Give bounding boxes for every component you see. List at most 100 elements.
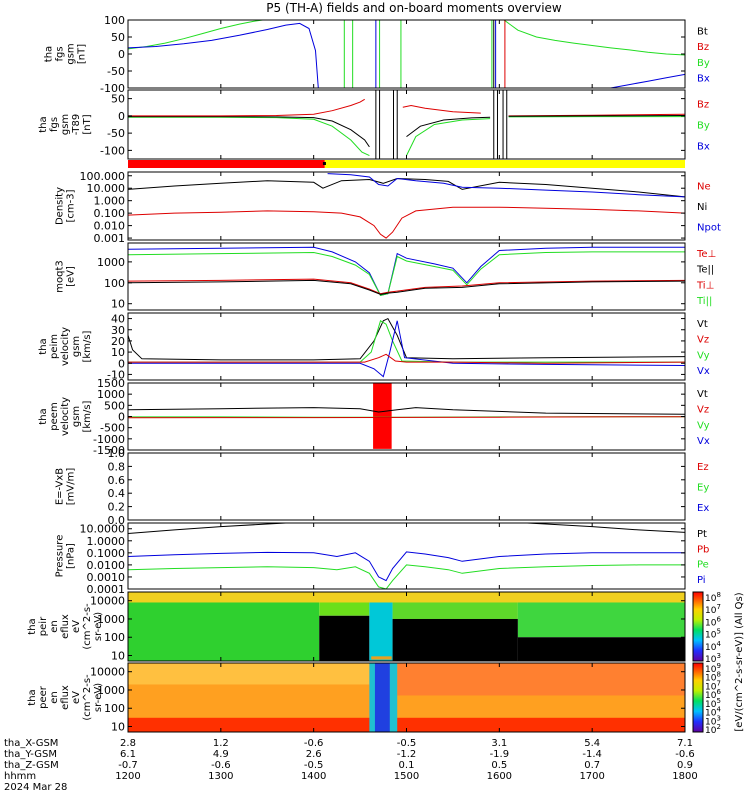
y-tick-label: 1000 (97, 684, 125, 697)
bottom-row-value: 0.7 (584, 760, 600, 771)
peir-eflux-ylabel: (cm^2-s- (82, 603, 93, 650)
peim-velocity-ylabel: [km/s] (82, 330, 93, 362)
density-series-2 (128, 206, 685, 239)
fgs-gsm-t89-series-3 (406, 118, 491, 156)
y-tick-label: 10 (111, 298, 125, 311)
temperature-series-0 (128, 246, 685, 296)
peir-eflux-cell-8 (128, 592, 685, 603)
fgs-gsm-t89-series-0 (128, 116, 370, 157)
fgs-gsm-t89-ylabel: fgs (49, 117, 60, 132)
y-tick-label: 0.0100 (87, 559, 126, 572)
peim-velocity-series-0 (128, 317, 685, 361)
bottom-row-value: 1800 (672, 771, 697, 782)
y-tick-label: 10.0000 (80, 523, 126, 536)
y-tick-label: 0.2 (108, 501, 126, 514)
y-tick-label: 1.0 (108, 447, 126, 460)
efield-ylabel: E=-VxB (55, 468, 66, 505)
fgs-gsm-t89-ylabel: [nT] (82, 114, 93, 134)
peim-velocity-plot-area (128, 317, 685, 378)
panel-peer-eflux: 10000 1000 100 10 tha peer en eflux eV (cm^2-s-sr… (27, 662, 686, 734)
peir-eflux-ylabel: sr-eV) (93, 612, 104, 641)
peir-eflux-ylabel: eV (71, 620, 82, 633)
panel-fgs-gsm: 100 50 0 -50 -100 tha fgs gsm [nT] Bt Bz By Bx (44, 14, 710, 95)
pressure-series-2 (128, 564, 685, 589)
peer-eflux-ylabel: tha (27, 689, 38, 705)
y-tick-label: 100.000 (80, 170, 126, 183)
peer-eflux-cell-3 (128, 717, 685, 732)
fgs-gsm-t89-ylabel: tha (38, 116, 49, 132)
density-frame (127, 171, 686, 241)
colorbar-peir-tick: 104 (705, 640, 721, 653)
figure-title: P5 (TH-A) fields and on-board moments ov… (266, 1, 562, 15)
y-tick-label: 100 (104, 631, 125, 644)
bottom-row-label: tha_Y-GSM (4, 749, 57, 760)
pressure-plot-area (128, 523, 685, 589)
legend-fgs-gsm-3: Bx (697, 74, 710, 85)
peer-eflux-plot-area (128, 663, 685, 732)
bottom-row-value: 1500 (394, 771, 419, 782)
bottom-row-value: -0.5 (304, 760, 324, 771)
colorbars: 1081071061051041031091081071061051041031… (692, 591, 745, 736)
temperature-frame (127, 242, 686, 311)
density-series-0 (128, 177, 685, 198)
y-tick-label: 0.001 (94, 232, 126, 245)
bottom-row-value: 3.1 (491, 738, 507, 749)
peir-eflux-ylabel: en (49, 620, 60, 633)
peim-velocity-ylabel: gsm (71, 336, 82, 357)
peem-velocity-ylabel: velocity (60, 397, 71, 436)
colorbar-peer (692, 662, 704, 733)
panel-efield: 1.00.80.60.40.20.0 E=-VxB [mV/m] Ez Ey Ex (55, 447, 710, 527)
y-tick-label: 0.0001 (87, 583, 126, 596)
peem-velocity-series-0 (128, 407, 685, 415)
y-tick-label: 1.000 (94, 195, 126, 208)
peim-velocity-series-2 (128, 320, 685, 378)
bottom-row-value: -0.5 (397, 738, 417, 749)
legend-peim-velocity-0: Vt (697, 319, 708, 330)
bottom-row-value: 1200 (115, 771, 140, 782)
y-tick-label: 40 (111, 313, 125, 326)
fgs-gsm-t89-frame (127, 89, 686, 160)
panel-fgs-gsm-t89: 50 0 -50 -100 tha fgs gsm -T89 [nT] Bz By Bx (38, 89, 710, 160)
legend-efield-0: Ez (697, 462, 709, 473)
temperature-ylabel: [eV] (66, 266, 77, 287)
y-tick-label: 10.000 (87, 182, 126, 195)
colorbar-peir-tick: 106 (705, 615, 721, 628)
peer-eflux-ylabel: (cm^2-s- (82, 674, 93, 721)
peir-eflux-cell-3 (369, 592, 393, 661)
efield-ylabel: [mV/m] (66, 468, 77, 506)
peim-velocity-ylabel: velocity (60, 327, 71, 366)
y-tick-label: 1000 (97, 613, 125, 626)
y-tick-label: 10000 (90, 595, 125, 608)
colorbar-peir-tick: 107 (705, 603, 721, 616)
y-tick-label: -100 (100, 82, 125, 95)
y-tick-label: 1500 (97, 377, 125, 390)
bottom-row-value: 1.2 (213, 738, 229, 749)
bottom-row-value: -1.2 (397, 749, 417, 760)
bottom-row-value: 1700 (579, 771, 604, 782)
y-tick-label: 0.100 (94, 207, 126, 220)
y-tick-label: 50 (111, 93, 125, 106)
fgs-gsm-t89-plot-area (128, 90, 685, 159)
peim-velocity-series-1 (128, 320, 685, 363)
peir-eflux-ylabel: peir (38, 616, 49, 636)
fgs-gsm-t89-series-8 (508, 115, 685, 117)
legend-peim-velocity-1: Vz (697, 335, 709, 346)
peim-velocity-series-3 (128, 353, 685, 364)
bottom-row-value: -1.9 (490, 749, 510, 760)
y-tick-label: 0 (118, 110, 125, 123)
legend-fgs-gsm-t89-0: Bz (697, 100, 709, 111)
y-tick-label: 500 (104, 399, 125, 412)
mode-bar-marker (322, 162, 326, 165)
peem-velocity-ylabel: tha (38, 408, 49, 424)
peim-velocity-ylabel: peim (49, 334, 60, 359)
pressure-ylabel: Pressure (55, 535, 66, 578)
y-tick-label: 0.6 (108, 474, 126, 487)
legend-fgs-gsm-2: By (697, 58, 710, 69)
y-tick-label: 10 (111, 346, 125, 359)
legend-efield-1: Ey (697, 483, 709, 494)
legend-temperature-2: Ti⊥ (696, 280, 714, 291)
fgs-gsm-t89-ylabel: -T89 (71, 114, 82, 136)
bottom-row-label: tha_Z-GSM (4, 760, 59, 771)
